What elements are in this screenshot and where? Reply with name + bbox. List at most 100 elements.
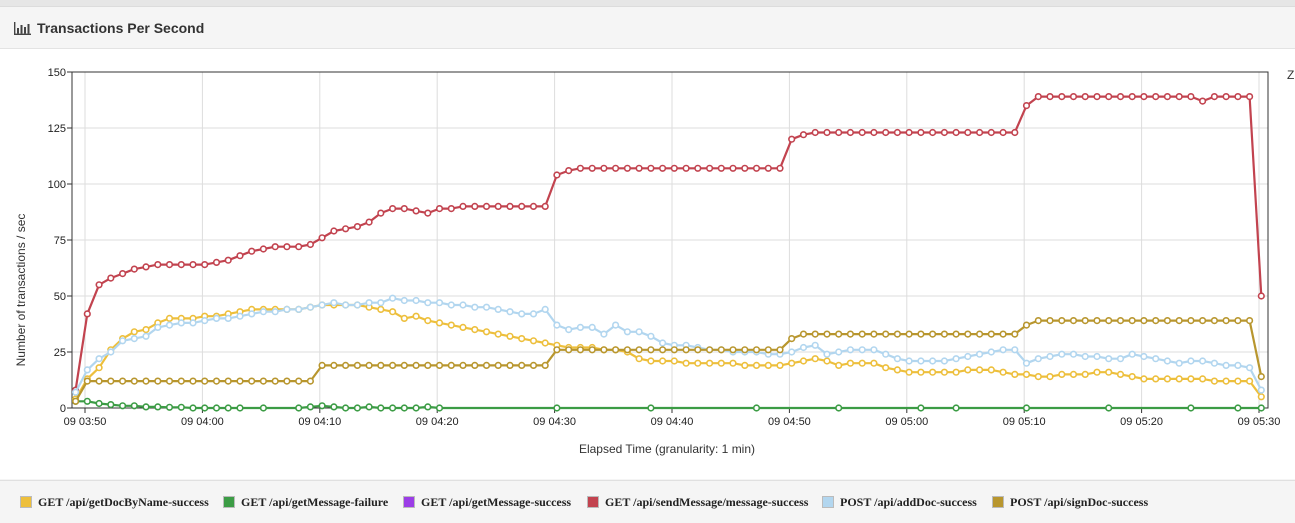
data-point bbox=[882, 128, 890, 137]
data-point bbox=[729, 346, 737, 354]
data-point bbox=[1128, 317, 1136, 325]
data-point bbox=[295, 243, 303, 251]
data-point bbox=[330, 299, 338, 307]
data-point bbox=[823, 350, 831, 358]
data-point bbox=[236, 377, 244, 385]
right-edge-glyph: Z bbox=[1287, 68, 1294, 82]
data-point bbox=[799, 343, 808, 352]
data-point bbox=[189, 404, 197, 412]
data-point bbox=[858, 346, 866, 354]
legend-item-signdoc[interactable]: POST /api/signDoc-success bbox=[992, 494, 1148, 510]
data-point bbox=[142, 403, 150, 411]
data-point bbox=[588, 323, 596, 332]
data-point bbox=[212, 314, 221, 323]
data-point bbox=[835, 361, 843, 370]
data-point bbox=[705, 164, 714, 172]
legend-item-getmessage-failure[interactable]: GET /api/getMessage-failure bbox=[223, 494, 388, 510]
series-sendMessage bbox=[71, 92, 1265, 394]
data-point bbox=[682, 164, 690, 172]
data-point bbox=[858, 128, 866, 137]
data-point bbox=[165, 377, 174, 385]
data-point bbox=[1163, 317, 1171, 325]
data-point bbox=[107, 348, 115, 356]
data-point bbox=[389, 404, 397, 412]
data-point bbox=[717, 164, 725, 172]
data-point bbox=[1234, 404, 1242, 412]
data-point bbox=[1093, 92, 1101, 101]
data-point bbox=[553, 346, 561, 354]
legend-label: GET /api/sendMessage/message-success bbox=[605, 494, 809, 509]
data-point bbox=[165, 403, 174, 411]
data-point bbox=[482, 361, 491, 370]
data-point bbox=[389, 308, 397, 316]
data-point bbox=[1234, 361, 1242, 370]
data-point bbox=[565, 326, 573, 334]
data-point bbox=[330, 227, 338, 235]
data-point bbox=[987, 128, 995, 137]
data-point bbox=[658, 346, 667, 354]
data-point bbox=[1116, 370, 1125, 379]
data-point bbox=[424, 299, 432, 307]
data-point bbox=[494, 202, 502, 210]
data-point bbox=[424, 361, 432, 370]
x-tick-label: 09 04:40 bbox=[651, 416, 694, 428]
data-point bbox=[342, 225, 350, 233]
data-point bbox=[529, 361, 538, 370]
data-point bbox=[1022, 370, 1031, 379]
data-point bbox=[975, 330, 984, 338]
data-point bbox=[177, 261, 185, 269]
data-point bbox=[600, 330, 608, 338]
data-point bbox=[1234, 92, 1242, 101]
data-point bbox=[975, 366, 984, 374]
data-point bbox=[635, 346, 643, 354]
data-point bbox=[142, 263, 150, 271]
data-point bbox=[130, 335, 138, 343]
data-point bbox=[1022, 321, 1031, 329]
data-point bbox=[870, 359, 878, 367]
data-point bbox=[142, 326, 150, 334]
data-point bbox=[459, 323, 467, 332]
data-point bbox=[447, 301, 455, 309]
data-point bbox=[811, 341, 819, 349]
data-point bbox=[189, 261, 197, 269]
data-point bbox=[882, 364, 890, 372]
data-point bbox=[1058, 92, 1066, 101]
data-point bbox=[189, 319, 197, 327]
data-point bbox=[459, 202, 467, 210]
data-point bbox=[494, 305, 502, 314]
data-point bbox=[694, 346, 702, 354]
data-point bbox=[1187, 92, 1195, 101]
data-point bbox=[377, 361, 385, 370]
x-tick-label: 09 05:30 bbox=[1238, 416, 1281, 428]
data-point bbox=[130, 328, 138, 336]
data-point bbox=[400, 361, 408, 370]
data-point bbox=[1152, 92, 1160, 101]
legend-label: GET /api/getMessage-failure bbox=[241, 494, 389, 509]
data-point bbox=[1011, 128, 1019, 137]
data-point bbox=[975, 350, 984, 358]
legend-item-getdocbyname[interactable]: GET /api/getDocByName-success bbox=[20, 494, 209, 510]
y-tick-label: 0 bbox=[60, 403, 66, 415]
panel-title: Transactions Per Second bbox=[37, 20, 205, 36]
data-point bbox=[1257, 404, 1265, 412]
data-point bbox=[1234, 317, 1242, 325]
x-tick-label: 09 04:50 bbox=[768, 416, 811, 428]
data-point bbox=[377, 404, 385, 412]
data-point bbox=[1022, 404, 1031, 412]
data-point bbox=[177, 377, 185, 385]
data-point bbox=[600, 346, 608, 354]
legend-item-getmessage-success[interactable]: GET /api/getMessage-success bbox=[403, 494, 571, 510]
legend-item-sendmessage[interactable]: GET /api/sendMessage/message-success bbox=[587, 494, 808, 510]
legend-item-adddoc[interactable]: POST /api/addDoc-success bbox=[822, 494, 977, 510]
data-point bbox=[541, 339, 549, 347]
data-point bbox=[1128, 373, 1136, 381]
data-point bbox=[1011, 370, 1019, 379]
data-point bbox=[412, 312, 420, 320]
data-point bbox=[1175, 92, 1183, 101]
data-point bbox=[212, 404, 221, 412]
data-point bbox=[788, 335, 796, 343]
data-point bbox=[1046, 373, 1054, 381]
data-point bbox=[118, 402, 127, 410]
data-point bbox=[823, 357, 831, 365]
data-point bbox=[1116, 317, 1125, 325]
